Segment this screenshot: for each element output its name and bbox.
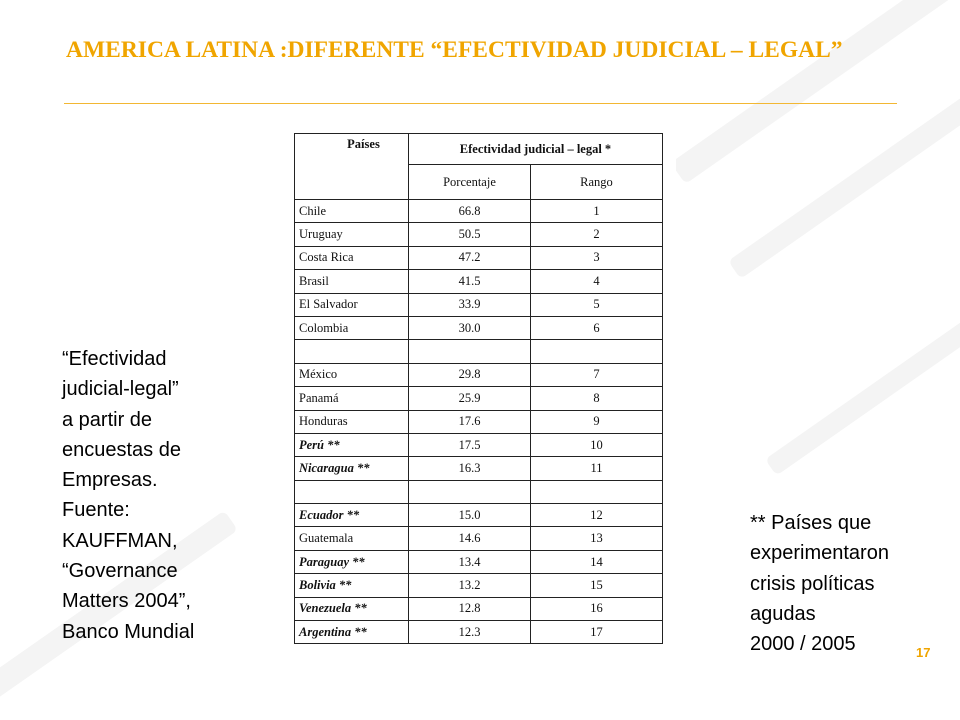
table-body: Chile 66.8 1 Uruguay 50.5 2 Costa Rica 47.2 3 Bra…	[294, 198, 663, 645]
percentage-cell: 14.6	[408, 526, 531, 551]
country-cell: Uruguay	[294, 222, 409, 247]
table-row: Perú ** 17.5 10	[294, 432, 663, 458]
table-row: Colombia 30.0 6	[294, 315, 663, 341]
table-row: Honduras 17.6 9	[294, 409, 663, 434]
background-stripe	[765, 264, 960, 476]
slide-title: AMERICA LATINA :DIFERENTE “EFECTIVIDAD J…	[66, 37, 843, 63]
title-divider	[64, 103, 897, 104]
table-row: Brasil 41.5 4	[294, 269, 663, 294]
header-rank: Rango	[530, 164, 663, 200]
empty-cell	[294, 479, 409, 505]
country-cell: Guatemala	[294, 526, 409, 551]
country-cell: Venezuela **	[294, 596, 409, 622]
empty-cell	[530, 479, 663, 505]
empty-cell	[408, 479, 531, 505]
percentage-cell: 12.8	[408, 596, 531, 622]
country-cell: El Salvador	[294, 292, 409, 317]
rank-cell: 15	[530, 573, 663, 598]
percentage-cell: 13.2	[408, 573, 531, 598]
rank-cell: 17	[530, 620, 663, 645]
rank-cell: 8	[530, 386, 663, 411]
table-row: México 29.8 7	[294, 362, 663, 388]
table-row: Panamá 25.9 8	[294, 386, 663, 411]
rank-cell: 6	[530, 315, 663, 341]
header-country: Países	[294, 133, 409, 200]
empty-cell	[294, 339, 409, 364]
rank-cell: 14	[530, 549, 663, 575]
table-row: Bolivia ** 13.2 15	[294, 573, 663, 598]
rank-cell: 12	[530, 503, 663, 528]
rank-cell: 16	[530, 596, 663, 622]
table-row: Argentina ** 12.3 17	[294, 620, 663, 645]
table-row: Nicaragua ** 16.3 11	[294, 456, 663, 481]
table-separator-row	[294, 339, 663, 364]
table-row: Uruguay 50.5 2	[294, 222, 663, 247]
rank-cell: 13	[530, 526, 663, 551]
country-cell: Panamá	[294, 386, 409, 411]
percentage-cell: 47.2	[408, 245, 531, 271]
table-row: El Salvador 33.9 5	[294, 292, 663, 317]
rank-cell: 3	[530, 245, 663, 271]
percentage-cell: 30.0	[408, 315, 531, 341]
country-cell: Argentina **	[294, 620, 409, 645]
rank-cell: 7	[530, 362, 663, 388]
percentage-cell: 13.4	[408, 549, 531, 575]
rank-cell: 11	[530, 456, 663, 481]
empty-cell	[530, 339, 663, 364]
table-row: Venezuela ** 12.8 16	[294, 596, 663, 622]
percentage-cell: 66.8	[408, 198, 531, 224]
rank-cell: 9	[530, 409, 663, 434]
crisis-footnote: ** Países que experimentaron crisis polí…	[750, 512, 889, 656]
country-cell: Bolivia **	[294, 573, 409, 598]
percentage-cell: 41.5	[408, 269, 531, 294]
country-cell: México	[294, 362, 409, 388]
effectiveness-table: Países Efectividad judicial – legal * Po…	[294, 133, 663, 645]
country-cell: Colombia	[294, 315, 409, 341]
country-cell: Ecuador **	[294, 503, 409, 528]
rank-cell: 10	[530, 432, 663, 458]
country-cell: Chile	[294, 198, 409, 224]
country-cell: Perú **	[294, 432, 409, 458]
percentage-cell: 17.5	[408, 432, 531, 458]
percentage-cell: 15.0	[408, 503, 531, 528]
table-row: Ecuador ** 15.0 12	[294, 503, 663, 528]
percentage-cell: 50.5	[408, 222, 531, 247]
empty-cell	[408, 339, 531, 364]
percentage-cell: 17.6	[408, 409, 531, 434]
background-stripe	[670, 0, 960, 185]
table-row: Costa Rica 47.2 3	[294, 245, 663, 271]
page-number: 17	[916, 645, 931, 660]
rank-cell: 1	[530, 198, 663, 224]
rank-cell: 2	[530, 222, 663, 247]
header-percentage: Porcentaje	[408, 164, 531, 200]
table-row: Chile 66.8 1	[294, 198, 663, 224]
rank-cell: 4	[530, 269, 663, 294]
header-effectiveness: Efectividad judicial – legal *	[408, 133, 663, 165]
percentage-cell: 25.9	[408, 386, 531, 411]
table-row: Guatemala 14.6 13	[294, 526, 663, 551]
table-separator-row	[294, 479, 663, 505]
country-cell: Honduras	[294, 409, 409, 434]
percentage-cell: 29.8	[408, 362, 531, 388]
source-note: “Efectividad judicial-legal” a partir de…	[62, 348, 195, 643]
background-stripe	[728, 43, 960, 279]
percentage-cell: 12.3	[408, 620, 531, 645]
country-cell: Costa Rica	[294, 245, 409, 271]
percentage-cell: 16.3	[408, 456, 531, 481]
country-cell: Paraguay **	[294, 549, 409, 575]
rank-cell: 5	[530, 292, 663, 317]
country-cell: Nicaragua **	[294, 456, 409, 481]
percentage-cell: 33.9	[408, 292, 531, 317]
table-row: Paraguay ** 13.4 14	[294, 549, 663, 575]
country-cell: Brasil	[294, 269, 409, 294]
